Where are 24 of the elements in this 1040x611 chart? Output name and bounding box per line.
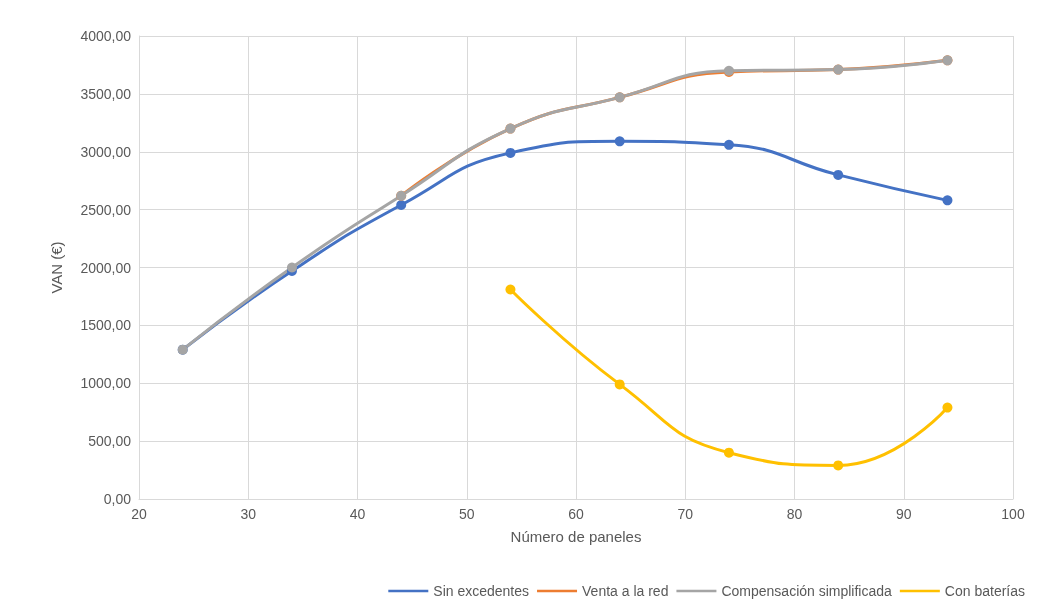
legend-label: Sin excedentes (433, 583, 530, 599)
x-axis-title: Número de paneles (510, 528, 642, 545)
x-tick-label: 40 (349, 506, 366, 522)
y-tick-label: 500,00 (88, 433, 132, 450)
x-tick-label: 20 (131, 506, 147, 522)
x-tick-label: 80 (786, 506, 803, 522)
y-tick-label: 1500,00 (80, 317, 132, 334)
x-tick-label: 60 (568, 506, 584, 522)
x-tick-label: 30 (240, 506, 257, 522)
legend-label: Con baterías (944, 583, 1026, 599)
y-tick-label: 3000,00 (80, 143, 132, 160)
y-axis-title: VAN (€) (48, 241, 65, 294)
x-tick-label: 90 (895, 506, 912, 522)
y-tick-label: 4000,00 (80, 28, 132, 44)
x-tick-label: 100 (1001, 506, 1025, 522)
x-tick-label: 50 (458, 506, 475, 522)
y-tick-label: 2000,00 (80, 259, 132, 276)
y-tick-label: 2500,00 (80, 201, 132, 218)
y-tick-label: 3500,00 (80, 85, 132, 102)
legend-label: Venta a la red (582, 583, 669, 599)
legend-label: Compensación simplificada (721, 583, 893, 599)
y-tick-label: 0,00 (103, 491, 132, 507)
y-tick-label: 1000,00 (80, 375, 132, 392)
x-tick-label: 70 (677, 506, 694, 522)
